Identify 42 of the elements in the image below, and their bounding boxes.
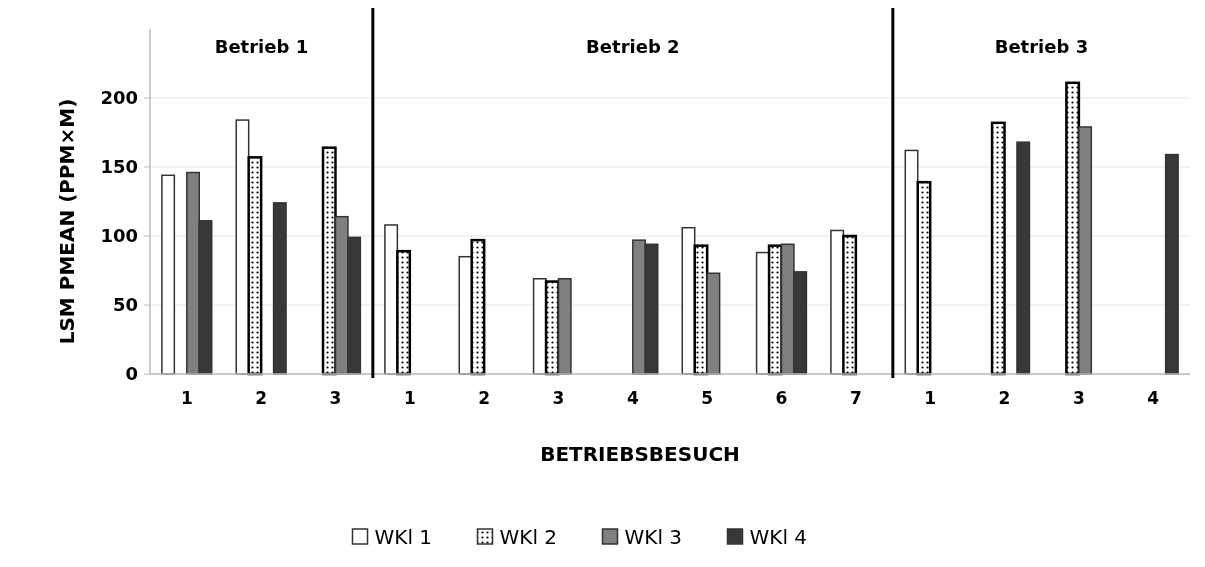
x-tick-label: 6	[775, 388, 788, 408]
bar	[1078, 126, 1093, 375]
x-tick-label: 1	[924, 388, 937, 408]
bar	[990, 121, 1006, 376]
bar	[272, 202, 287, 375]
x-tick-label: 2	[478, 388, 491, 408]
x-tick-label: 4	[626, 388, 639, 408]
x-tick-label: 2	[998, 388, 1011, 408]
y-tick-label: 150	[100, 156, 138, 178]
x-tick-label: 3	[1072, 388, 1085, 408]
bar	[161, 174, 176, 375]
annotation: Betrieb 1	[214, 36, 309, 57]
x-axis-title: BETRIEBSBESUCH	[540, 442, 740, 466]
x-tick-label: 5	[701, 388, 714, 408]
y-tick-label: 50	[112, 294, 138, 316]
bar	[396, 249, 412, 376]
bar	[321, 146, 337, 376]
bar	[247, 156, 263, 376]
annotation: Betrieb 3	[994, 36, 1089, 57]
x-tick-label: 3	[552, 388, 565, 408]
legend-label: WKl 2	[499, 525, 558, 549]
bar	[557, 278, 572, 375]
y-tick-label: 200	[100, 87, 138, 109]
legend-label: WKl 3	[624, 525, 683, 549]
x-tick-label: 2	[255, 388, 268, 408]
bar	[842, 234, 858, 376]
x-tick-label: 1	[180, 388, 193, 408]
x-tick-label: 4	[1147, 388, 1160, 408]
x-tick-label: 7	[849, 388, 862, 408]
bar	[916, 180, 932, 376]
bar	[706, 272, 721, 375]
bar	[1016, 141, 1031, 375]
x-tick-label: 1	[403, 388, 416, 408]
bar	[1164, 153, 1179, 375]
annotation: Betrieb 2	[586, 36, 680, 57]
legend-label: WKl 1	[374, 525, 433, 549]
x-tick-label: 3	[329, 388, 342, 408]
y-axis-title: LSM PMEAN (PPM×M)	[55, 98, 79, 345]
y-tick-label: 100	[100, 225, 138, 247]
legend-label: WKl 4	[749, 525, 808, 549]
bar	[470, 238, 486, 376]
y-tick-label: 0	[125, 363, 138, 385]
